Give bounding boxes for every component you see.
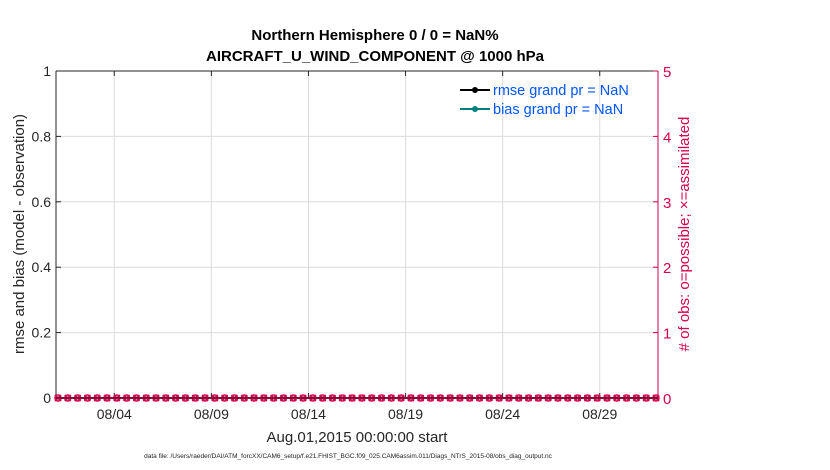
x-tick-label: 08/04: [97, 406, 132, 422]
legend-rmse-label: rmse grand pr = NaN: [493, 83, 629, 99]
y-tick-label-left: 0.8: [32, 128, 52, 144]
chart-title-line2: AIRCRAFT_U_WIND_COMPONENT @ 1000 hPa: [206, 48, 545, 65]
y-tick-label-right: 0: [663, 391, 671, 408]
y-tick-label-left: 0: [43, 390, 51, 406]
data-file-footer: data file: /Users/raeder/DAI/ATM_forcXX/…: [144, 453, 553, 460]
plot-area: [56, 71, 658, 398]
y-tick-label-left: 0.2: [32, 325, 52, 341]
x-tick-label: 08/24: [485, 406, 520, 422]
y-tick-label-right: 5: [663, 64, 671, 81]
y-tick-label-left: 0.4: [32, 259, 52, 275]
y-tick-label-left: 1: [43, 63, 51, 79]
chart-title-line1: Northern Hemisphere 0 / 0 = NaN%: [251, 27, 498, 44]
legend: rmse grand pr = NaN bias grand pr = NaN: [460, 83, 629, 118]
y-tick-label-right: 3: [663, 195, 671, 212]
legend-bias-label: bias grand pr = NaN: [493, 102, 623, 118]
y-axis-label-left: rmse and bias (model - observation): [11, 114, 28, 354]
y-tick-label-right: 1: [663, 326, 671, 343]
y-tick-label-left: 0.6: [32, 194, 52, 210]
legend-rmse-marker: [472, 87, 478, 93]
legend-bias-marker: [472, 106, 478, 112]
x-axis-label: Aug.01,2015 00:00:00 start: [267, 429, 449, 446]
x-tick-label: 08/14: [291, 406, 326, 422]
y-axis-label-right: # of obs: o=possible; ×=assimilated: [676, 117, 693, 352]
x-tick-label: 08/19: [388, 406, 423, 422]
x-tick-label: 08/29: [582, 406, 617, 422]
y-tick-label-right: 4: [663, 129, 671, 146]
y-tick-label-right: 2: [663, 260, 671, 277]
ticks: 08/04 08/09 08/14 08/19 08/24 08/29 0 0.2 0.4 0.6…: [32, 63, 672, 422]
x-tick-label: 08/09: [194, 406, 229, 422]
grid: [56, 71, 658, 398]
